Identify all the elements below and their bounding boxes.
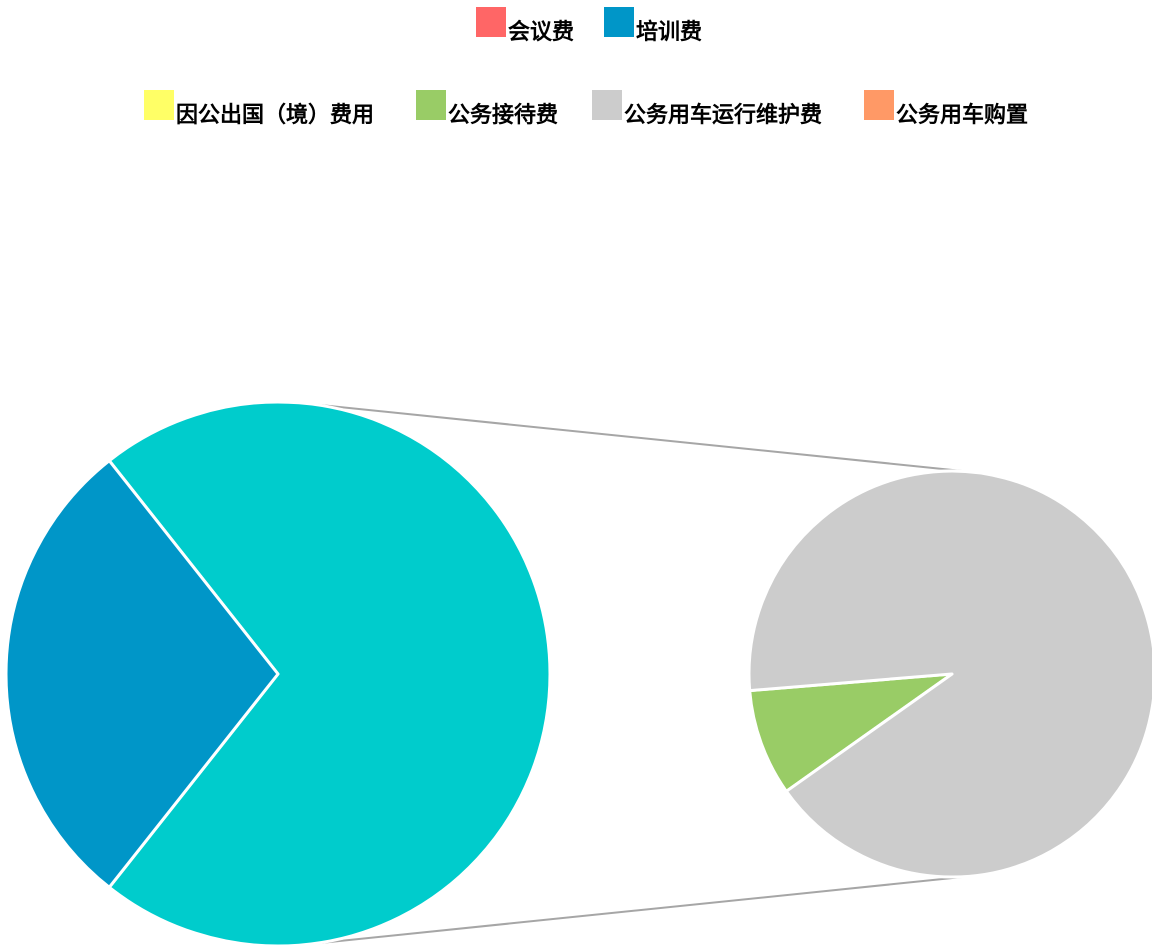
legend-label-0: 会议费 (508, 19, 574, 45)
legend-label-5: 公务用车购置 (896, 102, 1028, 128)
legend-label-1: 培训费 (636, 19, 702, 45)
legend-swatch-0 (476, 7, 506, 37)
legend-label-4: 公务接待费 (448, 102, 558, 128)
pie-slice-other-group (107, 400, 552, 948)
secondary-pie (747, 469, 1152, 879)
connector-line-0 (296, 401, 974, 474)
legend: 会议费 培训费 因公出国（境）费用 公务接待费 公务用车运行维护费 公务用车购置 (144, 7, 1028, 128)
connector-lines (296, 401, 974, 947)
legend-swatch-4 (416, 90, 446, 120)
connector-line-1 (296, 874, 974, 947)
pie-slice-secondary-0 (748, 672, 954, 793)
primary-pie (4, 400, 552, 948)
pie-slice-0 (4, 459, 280, 889)
pie-slice-secondary-1 (747, 469, 1152, 879)
legend-swatch-5 (864, 90, 894, 120)
legend-swatch-1 (604, 7, 634, 37)
legend-swatch-3 (592, 90, 622, 120)
legend-label-3: 公务用车运行维护费 (624, 102, 822, 128)
legend-swatch-2 (144, 90, 174, 120)
legend-label-2: 因公出国（境）费用 (176, 102, 374, 128)
